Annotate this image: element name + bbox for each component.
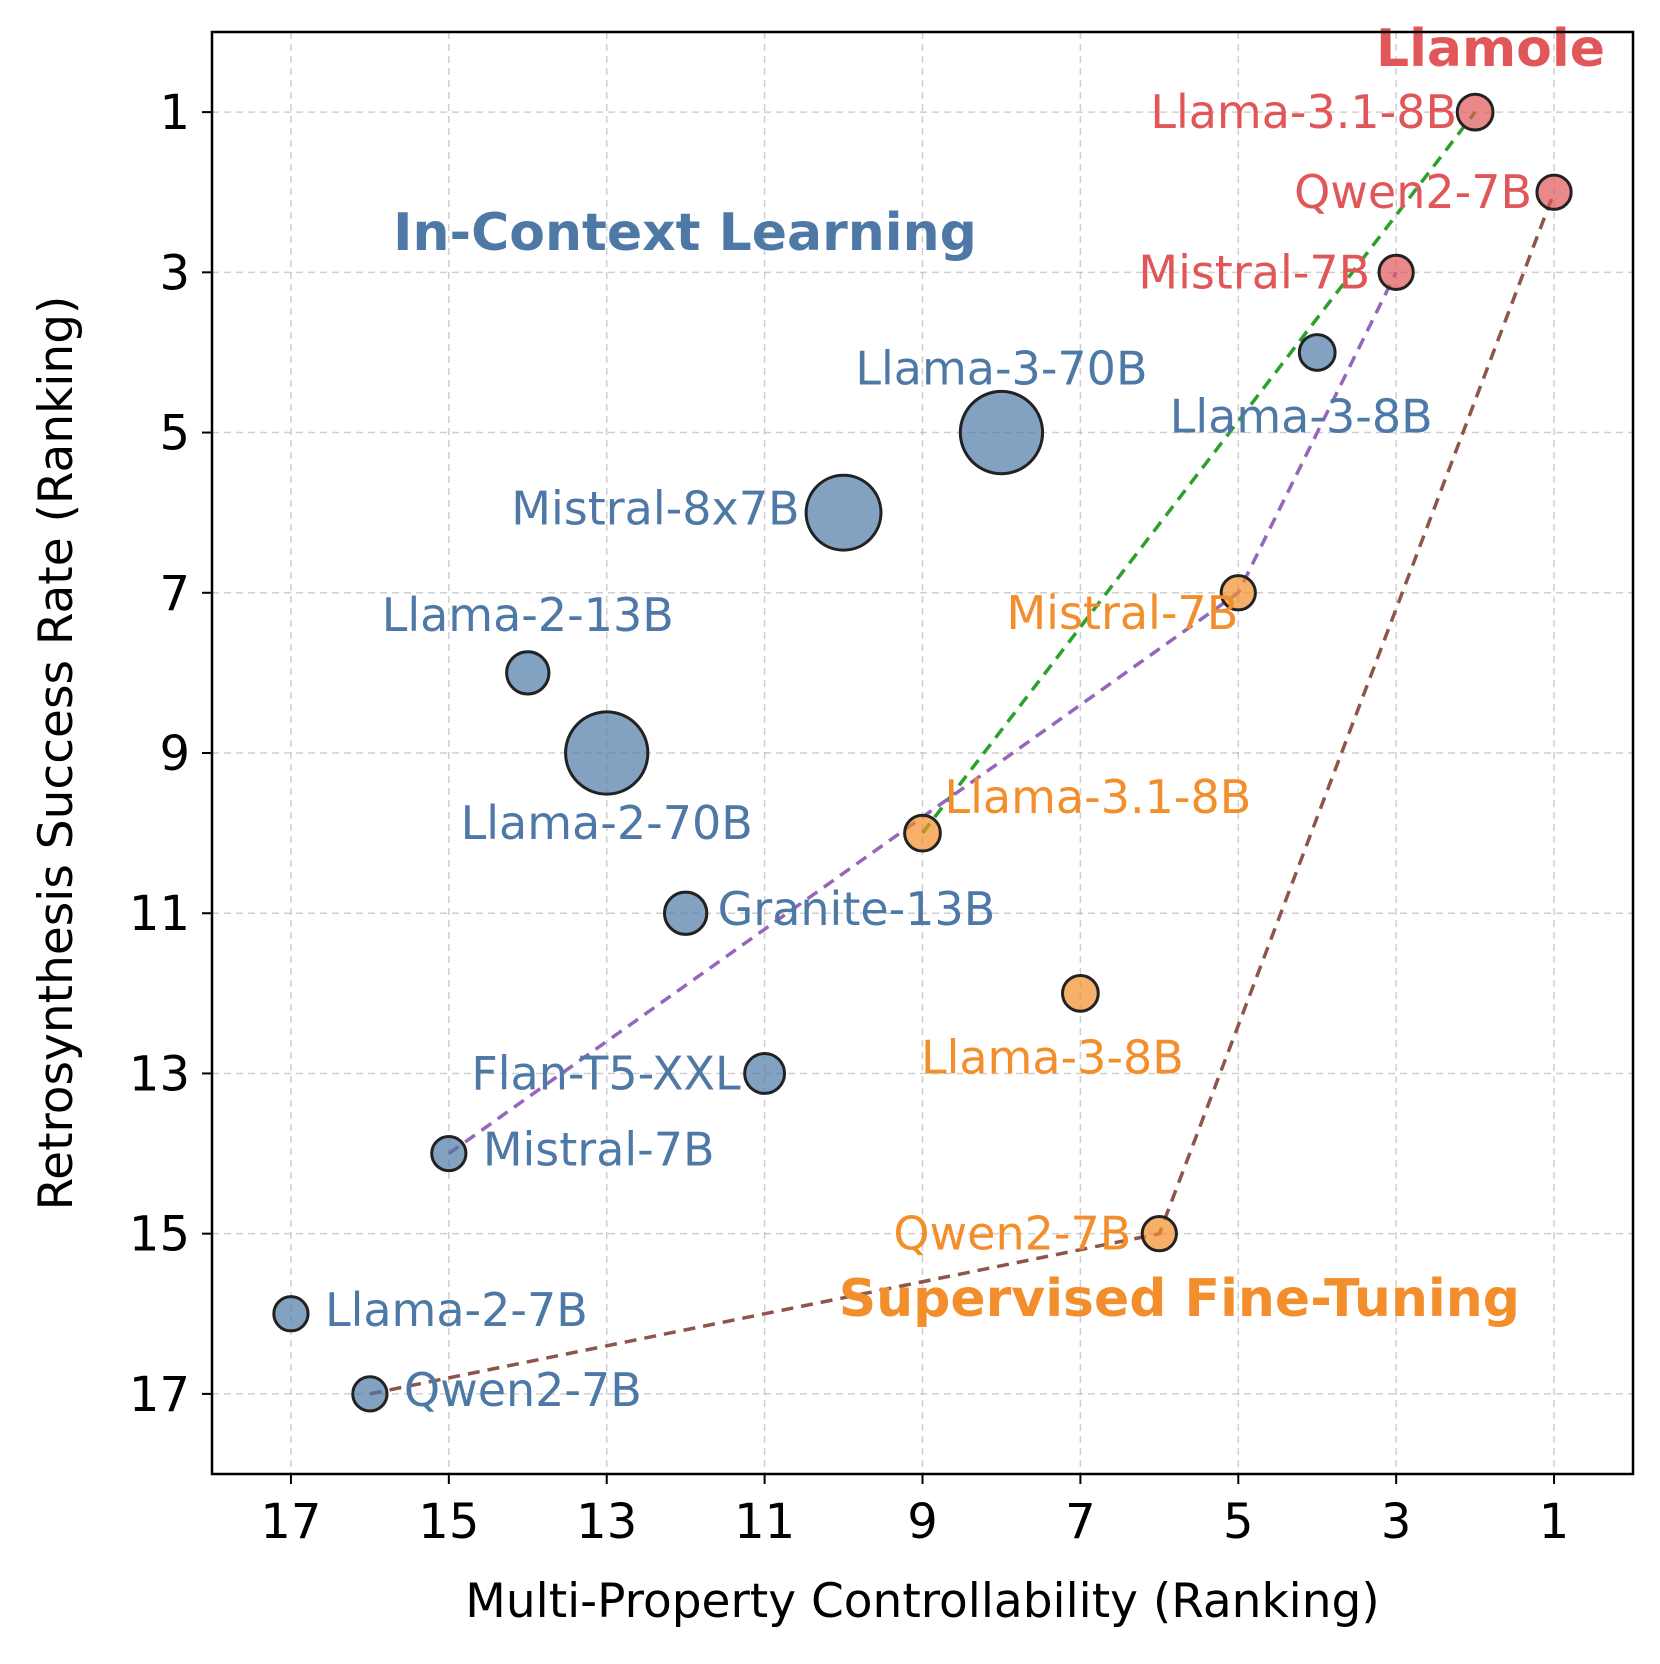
point-label: Qwen2-7B [1294, 165, 1532, 219]
bubble-llamole-qwen2-7b [1535, 173, 1573, 211]
y-tick-label: 7 [159, 566, 190, 622]
point-label: Granite-13B [718, 882, 996, 936]
bubble-fine_tuning-mistral-7b [1219, 574, 1257, 612]
bubbles [272, 92, 1573, 1413]
point-label: Llama-3.1-8B [1150, 85, 1457, 139]
group-label-fine-tuning: Supervised Fine-Tuning [839, 1269, 1520, 1329]
bubble-in_context-llama-2-13b [505, 650, 551, 696]
x-tick-label: 5 [1223, 1494, 1254, 1550]
group-label-in-context: In-Context Learning [393, 203, 977, 263]
grid-layer [212, 32, 1633, 1474]
point-label: Qwen2-7B [404, 1363, 642, 1417]
y-tick-label: 15 [129, 1207, 190, 1263]
y-tick-label: 3 [159, 245, 190, 301]
trend-line-llama-3-1-8b [921, 111, 1477, 835]
point-label: Llama-3.1-8B [945, 770, 1252, 824]
point-label: Mistral-7B [1006, 586, 1238, 640]
point-label: Mistral-8x7B [511, 482, 799, 536]
bubble-llamole-llama-3-1-8b [1455, 92, 1495, 132]
point-label: Mistral-7B [483, 1123, 715, 1177]
x-tick-label: 7 [1065, 1494, 1096, 1550]
x-tick-label: 11 [734, 1494, 795, 1550]
bubble-fine_tuning-llama-3-1-8b [903, 813, 942, 853]
bubble-in_context-qwen2-7b [351, 1375, 389, 1413]
bubble-fine_tuning-qwen2-7b [1140, 1215, 1178, 1253]
x-tick-label: 13 [576, 1494, 637, 1550]
bubble-llamole-mistral-7b [1377, 253, 1415, 291]
bubble-fine_tuning-llama-3-8b [1061, 973, 1100, 1013]
y-tick-label: 1 [159, 85, 190, 141]
x-axis-label: Multi-Property Controllability (Ranking) [465, 1574, 1379, 1629]
y-tick-label: 11 [129, 886, 190, 942]
x-tick-label: 3 [1381, 1494, 1412, 1550]
point-label: Llama-3-70B [855, 342, 1147, 396]
group-label-llamole: Llamole [1376, 19, 1605, 79]
bubble-in_context-llama-3-8b [1297, 333, 1337, 372]
point-label: Llama-3-8B [1170, 389, 1433, 443]
bubble-in_context-flan-t5-xxl [743, 1052, 787, 1095]
point-label: Llama-2-70B [461, 796, 753, 850]
point-label: Mistral-7B [1138, 245, 1370, 299]
point-label: Llama-2-13B [382, 588, 674, 642]
y-tick-label: 5 [159, 406, 190, 462]
bubble-in_context-granite-13b [663, 890, 709, 936]
point-label: Flan-T5-XXL [471, 1046, 741, 1100]
point-labels: Llama-3-70B Mistral-8x7B Llama-2-70B Llama-… [325, 19, 1605, 1417]
bubble-in_context-mistral-8x7b [804, 473, 883, 552]
y-tick-label: 17 [129, 1367, 190, 1423]
x-tick-label: 17 [260, 1494, 321, 1550]
bubble-in_context-mistral-7b [430, 1134, 468, 1173]
point-label: Qwen2-7B [893, 1207, 1131, 1261]
x-tick-label: 9 [907, 1494, 938, 1550]
point-label: Llama-2-7B [325, 1283, 588, 1337]
y-tick-label: 13 [129, 1046, 190, 1102]
bubble-in_context-llama-3-70b [958, 389, 1045, 476]
y-tick-label: 9 [159, 726, 190, 782]
point-label: Llama-3-8B [921, 1030, 1184, 1084]
y-axis-label: Retrosynthesis Success Rate (Ranking) [29, 296, 84, 1211]
x-tick-label: 15 [418, 1494, 479, 1550]
bubble-in_context-llama-2-7b [272, 1295, 310, 1333]
x-tick-label: 1 [1539, 1494, 1570, 1550]
bubble-in_context-llama-2-70b [564, 710, 650, 796]
